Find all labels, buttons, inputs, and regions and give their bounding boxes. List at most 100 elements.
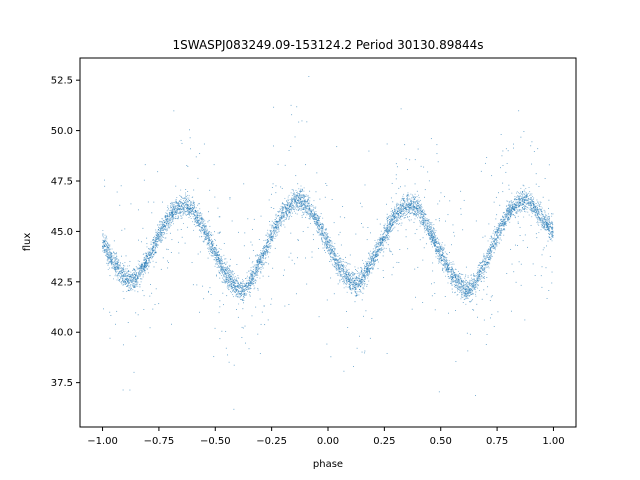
data-point [341,261,343,263]
data-point [228,268,230,269]
data-point [183,200,185,202]
data-point [349,281,351,283]
data-point [255,268,257,270]
data-point [323,224,325,226]
data-point [304,199,306,201]
data-point [427,230,429,232]
data-point [439,254,440,256]
data-point [227,282,229,284]
data-point [238,303,240,305]
data-point [226,270,228,272]
data-point [467,283,469,285]
data-point [523,196,525,198]
data-point [505,216,507,218]
data-point [219,270,221,272]
data-point [135,266,137,268]
data-point [168,212,170,214]
data-point [372,263,374,265]
data-point [409,220,411,222]
data-point [400,203,402,205]
data-point [451,279,453,281]
data-point [474,293,476,295]
data-point [208,246,210,248]
data-point [141,265,143,267]
data-point [551,232,553,234]
data-point [237,285,239,287]
data-point [144,267,145,268]
data-point [165,217,167,219]
data-point [191,197,193,198]
data-point [438,250,440,252]
data-point [279,219,280,221]
data-point [392,221,394,223]
data-point [282,209,284,211]
data-point [185,206,186,208]
data-point [504,217,506,219]
data-point [275,219,276,221]
data-point [390,216,392,218]
data-point [170,215,172,217]
data-point [508,212,509,213]
data-point [464,298,466,300]
data-point [104,238,106,240]
data-point [188,197,190,199]
data-point [364,278,366,280]
data-point [401,208,403,210]
data-point [473,284,475,286]
data-point [207,235,209,237]
data-point [358,272,360,274]
data-point [487,265,489,267]
data-point [474,288,476,290]
data-point [388,224,390,226]
data-point [351,283,353,285]
data-point [411,201,413,203]
data-point [190,218,192,219]
data-point [522,202,524,204]
data-point [390,211,392,213]
data-point [182,204,184,205]
data-point [455,273,457,275]
data-point [211,249,213,251]
data-point [338,255,340,257]
data-point [422,212,424,214]
data-point [460,276,461,278]
data-point [333,251,335,253]
data-point [548,220,550,222]
data-point [117,275,119,277]
data-point [439,243,441,245]
data-point [538,215,540,217]
data-point [406,195,407,197]
data-point [224,280,226,282]
data-point [160,223,162,225]
data-point [263,263,265,264]
data-point [296,204,298,206]
data-point [343,280,345,282]
data-point [365,261,367,263]
data-point [512,203,514,205]
data-point [419,225,421,227]
data-point [205,237,207,239]
data-point [390,217,392,219]
data-point [223,279,225,281]
data-point [482,264,484,266]
data-point [521,192,523,194]
data-point [500,235,502,237]
data-point [246,277,248,279]
data-point [339,272,341,274]
data-point [429,230,431,232]
data-point [483,255,485,256]
data-point [446,264,448,266]
data-point [399,208,401,210]
data-point [530,206,532,208]
data-point [153,243,155,245]
data-point [435,251,436,252]
data-point [303,187,305,189]
data-point [300,185,302,187]
data-point [147,262,149,264]
data-point [344,282,346,284]
data-point [171,217,172,218]
data-point [354,276,356,278]
data-point [426,218,428,219]
data-point [378,244,380,246]
data-point [310,214,311,216]
